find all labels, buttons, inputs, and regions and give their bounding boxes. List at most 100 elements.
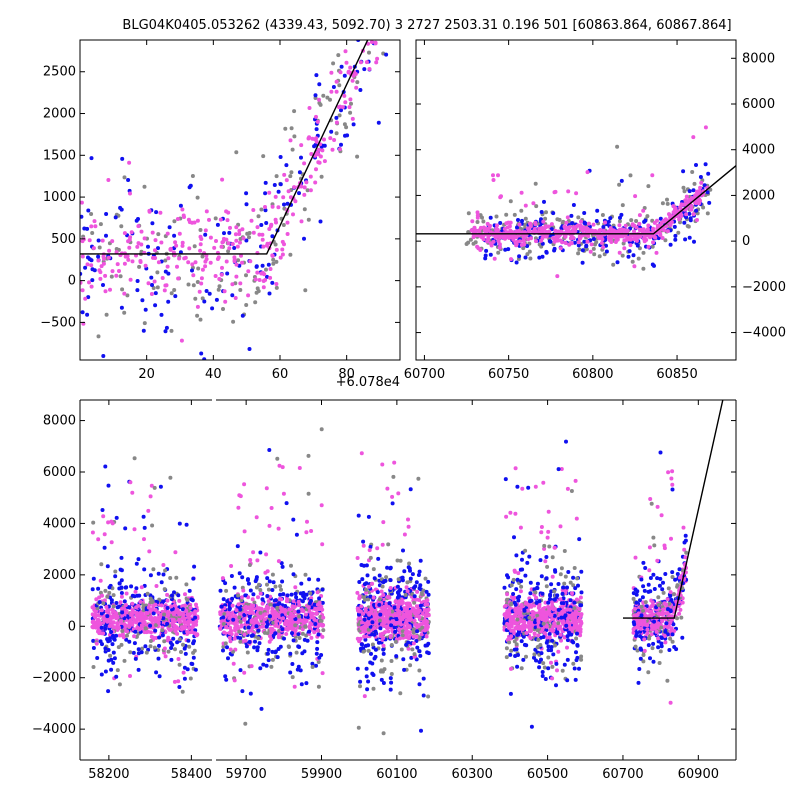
data-point	[162, 612, 167, 617]
data-point	[673, 206, 678, 211]
data-point	[161, 563, 166, 567]
data-point	[383, 630, 387, 635]
data-point	[94, 641, 99, 646]
data-point	[186, 622, 191, 627]
data-point	[89, 156, 94, 161]
data-point	[183, 651, 188, 656]
data-point	[101, 514, 106, 519]
data-point	[234, 608, 239, 613]
data-point	[284, 632, 289, 636]
data-point	[314, 139, 319, 144]
data-point	[131, 616, 135, 621]
data-point	[318, 102, 323, 107]
data-point	[149, 275, 154, 280]
data-point	[689, 207, 694, 212]
data-point	[316, 632, 321, 637]
data-point	[91, 646, 96, 650]
data-point	[276, 635, 281, 640]
data-point	[149, 292, 154, 296]
data-point	[362, 582, 367, 587]
data-point	[402, 667, 407, 672]
data-point	[419, 728, 423, 733]
data-point	[244, 303, 249, 307]
data-point	[83, 296, 88, 301]
data-point	[242, 670, 247, 675]
data-point	[281, 223, 286, 227]
data-point	[109, 615, 113, 620]
data-point	[173, 550, 178, 555]
data-point	[574, 191, 579, 196]
data-point	[97, 600, 102, 605]
data-point	[173, 647, 177, 652]
data-point	[145, 591, 150, 596]
data-point	[515, 225, 519, 230]
data-point	[292, 134, 297, 139]
model-line	[416, 165, 736, 235]
data-point	[163, 654, 168, 659]
data-point	[160, 633, 165, 638]
data-point	[426, 592, 431, 597]
data-point	[163, 258, 168, 263]
data-point	[321, 615, 326, 620]
data-point	[497, 245, 502, 250]
data-point	[243, 721, 248, 726]
data-point	[548, 593, 553, 598]
data-point	[523, 203, 528, 208]
data-point	[235, 635, 240, 640]
data-point	[254, 515, 259, 520]
data-point	[279, 587, 283, 592]
data-point	[520, 557, 524, 562]
data-point	[221, 622, 226, 626]
data-point	[650, 244, 655, 249]
data-point	[151, 286, 156, 290]
data-point	[258, 550, 263, 555]
data-point	[400, 575, 405, 580]
data-point	[275, 456, 280, 461]
data-point	[296, 609, 301, 614]
data-point	[234, 632, 239, 637]
data-point	[703, 125, 708, 130]
data-point	[107, 590, 112, 595]
data-point	[185, 597, 190, 602]
data-point	[251, 592, 256, 597]
data-point	[410, 606, 415, 611]
data-point	[375, 56, 380, 61]
data-point	[199, 276, 204, 281]
data-point	[477, 228, 482, 233]
data-point	[641, 208, 646, 213]
data-point	[360, 620, 364, 625]
data-point	[123, 526, 128, 531]
data-point	[182, 256, 187, 261]
data-point	[283, 126, 288, 131]
data-point	[312, 617, 317, 622]
data-point	[372, 626, 377, 630]
data-point	[268, 614, 272, 619]
data-point	[237, 232, 242, 236]
data-point	[177, 637, 182, 642]
data-point	[542, 665, 547, 670]
data-point	[347, 105, 352, 110]
data-point	[151, 255, 155, 260]
data-point	[687, 189, 692, 194]
data-point	[274, 247, 279, 252]
data-point	[228, 625, 233, 630]
data-point	[106, 483, 111, 488]
data-point	[230, 293, 235, 298]
data-point	[393, 629, 398, 634]
data-point	[364, 60, 369, 65]
data-point	[646, 223, 651, 228]
data-point	[296, 632, 301, 637]
data-point	[513, 466, 518, 471]
data-point	[142, 525, 147, 530]
data-point	[373, 647, 378, 652]
data-point	[149, 634, 154, 639]
data-point	[507, 640, 512, 645]
axes-frame	[415, 39, 737, 361]
data-point	[332, 138, 337, 142]
data-point	[355, 154, 360, 159]
data-point	[654, 250, 659, 255]
data-point	[573, 677, 578, 682]
data-point	[273, 598, 278, 603]
data-point	[383, 620, 388, 625]
data-point	[239, 598, 244, 603]
